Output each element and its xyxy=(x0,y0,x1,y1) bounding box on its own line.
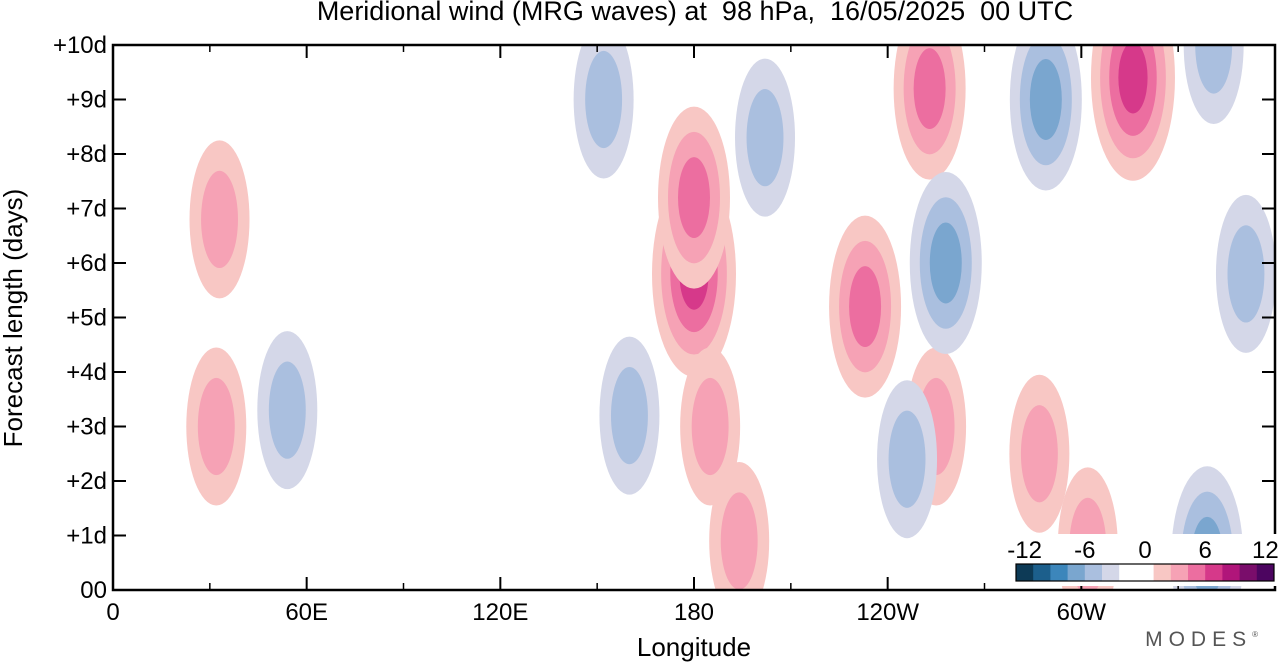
contour-feature-negative xyxy=(877,380,938,539)
contour-band xyxy=(691,377,729,476)
contour-band xyxy=(197,377,235,476)
contour-band xyxy=(888,410,926,508)
colorbar-swatch xyxy=(1067,564,1086,581)
y-tick-label: 00 xyxy=(80,577,107,604)
colorbar-swatch xyxy=(1119,564,1137,581)
contour-feature-positive xyxy=(1009,374,1070,533)
x-tick-label: 120W xyxy=(856,599,919,626)
y-tick-label: +1d xyxy=(66,523,107,550)
colorbar-frame xyxy=(1015,563,1275,582)
contour-band xyxy=(720,492,758,590)
colorbar-label: 12 xyxy=(1252,537,1279,564)
colorbar-swatch xyxy=(1222,564,1240,581)
y-tick-label: +2d xyxy=(66,468,107,495)
contour-band xyxy=(1029,59,1062,140)
contour-band xyxy=(1118,45,1148,114)
colorbar-swatch xyxy=(1016,564,1034,581)
contour-feature-positive xyxy=(658,106,730,289)
contour-band xyxy=(1227,225,1265,323)
contour-feature-positive xyxy=(893,45,966,180)
x-axis-label: Longitude xyxy=(637,632,751,662)
colorbar-swatch xyxy=(1170,564,1189,581)
contour-feature-negative xyxy=(1009,45,1082,191)
modes-logo: MODES® xyxy=(1145,628,1258,652)
colorbar-swatch xyxy=(1084,564,1103,581)
brand-text: MODES xyxy=(1145,628,1253,651)
colorbar-swatch xyxy=(1205,564,1223,581)
contour-feature-negative xyxy=(909,172,982,354)
y-tick-label: +4d xyxy=(66,359,107,386)
contour-feature-positive xyxy=(1090,45,1175,181)
colorbar-label: 6 xyxy=(1199,537,1212,564)
contour-band xyxy=(201,170,238,269)
y-tick-label: +5d xyxy=(66,305,107,332)
contour-feature-positive xyxy=(189,140,250,299)
y-tick-label: +9d xyxy=(66,87,107,114)
contour-band xyxy=(268,361,306,459)
contour-band xyxy=(1195,45,1233,94)
contour-feature-negative xyxy=(1183,45,1244,124)
colorbar-swatch xyxy=(1256,564,1275,581)
contour-band xyxy=(610,366,648,465)
x-tick-label: 120E xyxy=(472,599,528,626)
colorbar-label: 0 xyxy=(1138,537,1151,564)
colorbar-swatch xyxy=(1153,564,1172,581)
axis-ticks: 0 60E 120E 180 120W 60W 00 +1d +2d +3d +4d +5d +6d +7… xyxy=(53,32,1275,626)
contour-feature-positive xyxy=(829,215,902,398)
contour-band xyxy=(1020,405,1058,503)
colorbar-swatch xyxy=(1033,564,1051,581)
contour-feature-positive xyxy=(709,461,770,590)
contour-band xyxy=(849,266,882,348)
contour-band xyxy=(585,50,623,149)
y-tick-label: +3d xyxy=(66,414,107,441)
x-tick-label: 60W xyxy=(1057,599,1107,626)
x-tick-label: 180 xyxy=(674,599,714,626)
y-axis-label: Forecast length (days) xyxy=(0,189,28,448)
colorbar: -12 -6 0 6 12 xyxy=(1007,534,1279,586)
contour-feature-negative xyxy=(257,331,318,490)
y-tick-label: +8d xyxy=(66,141,107,168)
colorbar-swatch xyxy=(1136,564,1154,581)
contour-feature-negative xyxy=(599,336,660,495)
x-tick-label: 0 xyxy=(106,599,119,626)
y-tick-label: +7d xyxy=(66,196,107,223)
colorbar-swatch xyxy=(1239,564,1258,581)
contour-band xyxy=(746,89,784,187)
contour-feature-positive xyxy=(186,347,247,506)
contour-field xyxy=(186,45,1275,590)
colorbar-swatch xyxy=(1188,564,1206,581)
contour-feature-positive xyxy=(680,347,741,506)
contour-feature-negative xyxy=(735,58,796,217)
chart-title: Meridional wind (MRG waves) at 98 hPa, 1… xyxy=(316,0,1074,26)
colorbar-swatch xyxy=(1102,564,1120,581)
contour-band xyxy=(678,157,710,239)
contour-band xyxy=(913,48,946,130)
contour-band xyxy=(929,222,962,304)
colorbar-swatch xyxy=(1050,564,1068,581)
colorbar-label: -6 xyxy=(1074,537,1095,564)
colorbar-label: -12 xyxy=(1007,537,1042,564)
contour-feature-negative xyxy=(573,45,634,179)
x-tick-label: 60E xyxy=(285,599,328,626)
y-tick-label: +10d xyxy=(53,32,107,59)
y-tick-label: +6d xyxy=(66,250,107,277)
contour-feature-negative xyxy=(1215,194,1275,353)
registered-mark: ® xyxy=(1252,630,1258,639)
